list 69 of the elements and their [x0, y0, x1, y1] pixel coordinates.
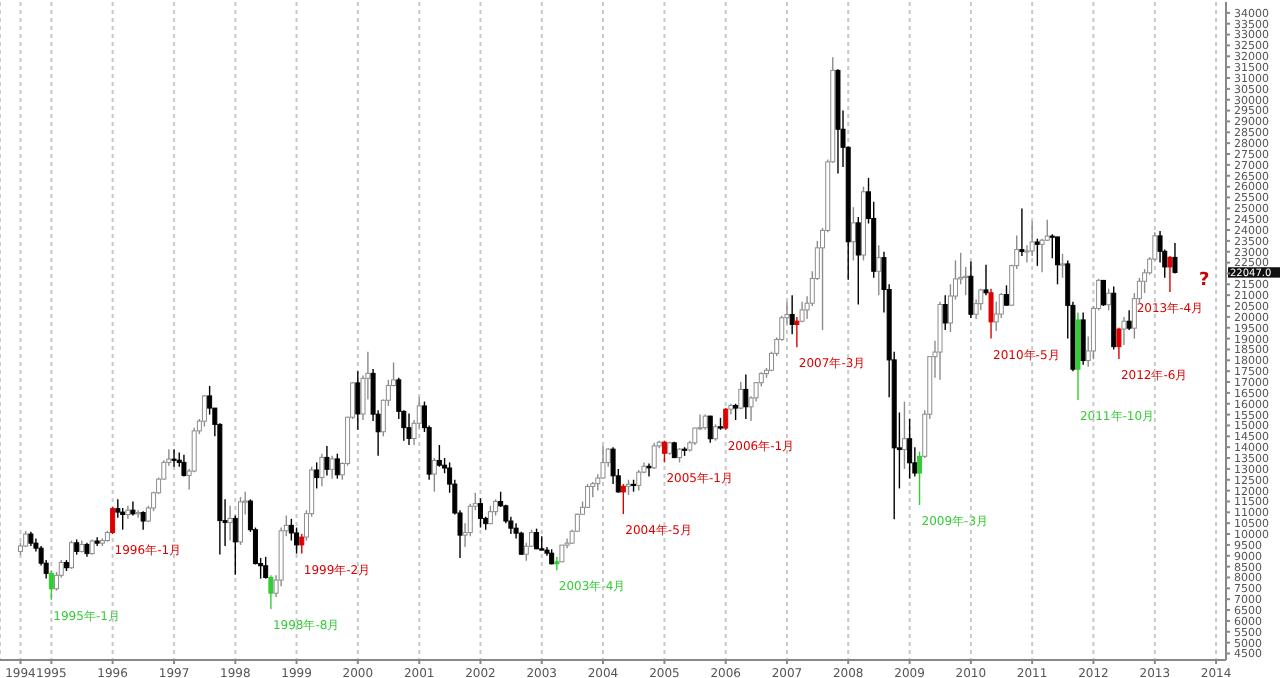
candlestick [937, 300, 943, 381]
candlestick [707, 414, 713, 444]
candlestick [431, 457, 437, 493]
candlestick [238, 496, 243, 546]
candlestick [201, 394, 207, 428]
candlestick [993, 300, 999, 332]
candlestick [723, 407, 729, 431]
candlestick [876, 244, 882, 296]
candlestick [319, 453, 325, 487]
candlestick [983, 264, 989, 296]
candlestick [794, 316, 800, 348]
candlestick [299, 533, 305, 555]
candlestick [661, 439, 667, 464]
candlestick [1106, 287, 1112, 312]
candlestick [294, 526, 300, 555]
candlestick [651, 442, 657, 470]
candlestick [1039, 238, 1045, 274]
candlestick [436, 444, 442, 468]
candlestick [329, 455, 335, 480]
candlestick [263, 556, 269, 580]
candlestick [646, 462, 652, 478]
candlestick [988, 287, 994, 340]
candlestick [130, 500, 136, 517]
candlestick [355, 370, 361, 431]
candlestick [942, 294, 948, 331]
candlestick [1100, 279, 1106, 307]
candlestick [554, 556, 560, 572]
candlestick [1019, 207, 1025, 257]
candlestick [1029, 220, 1035, 257]
candlestick [48, 570, 54, 601]
candlestick [171, 448, 177, 468]
candlestick [907, 418, 913, 480]
candlestick [968, 260, 974, 319]
candlestick [227, 505, 233, 542]
candlestick [69, 539, 74, 570]
candlestick [789, 294, 795, 335]
candlestick [1121, 316, 1127, 346]
candlestick [1126, 309, 1132, 331]
candlestick [850, 206, 856, 262]
candlestick [135, 509, 141, 519]
candlestick [232, 514, 238, 576]
candlestick [1116, 327, 1122, 360]
candlestick [314, 461, 320, 490]
candlestick [120, 507, 126, 531]
candlestick [1167, 255, 1173, 293]
candlestick [1060, 253, 1066, 279]
candlestick [636, 469, 642, 492]
candlestick [1080, 311, 1086, 366]
candlestick [518, 531, 524, 556]
candlestick [1034, 238, 1040, 267]
candlestick [620, 483, 626, 515]
annotation: ? [1198, 271, 1210, 292]
candlestick [917, 450, 923, 506]
candlestick [610, 446, 616, 485]
candlestick [324, 445, 330, 477]
candlestick [743, 373, 749, 420]
candlestick [406, 412, 412, 446]
candlestick [140, 510, 146, 531]
candlestick [901, 400, 907, 470]
candlestick [585, 483, 591, 509]
candlestick [738, 381, 744, 410]
candlestick [1172, 242, 1178, 275]
candlestick [334, 453, 340, 480]
candlestick [268, 574, 274, 610]
candlestick [478, 497, 483, 529]
candlestick [1055, 235, 1060, 286]
candlestick [855, 216, 861, 306]
candlestick [110, 506, 116, 535]
candlestick [1049, 233, 1055, 259]
